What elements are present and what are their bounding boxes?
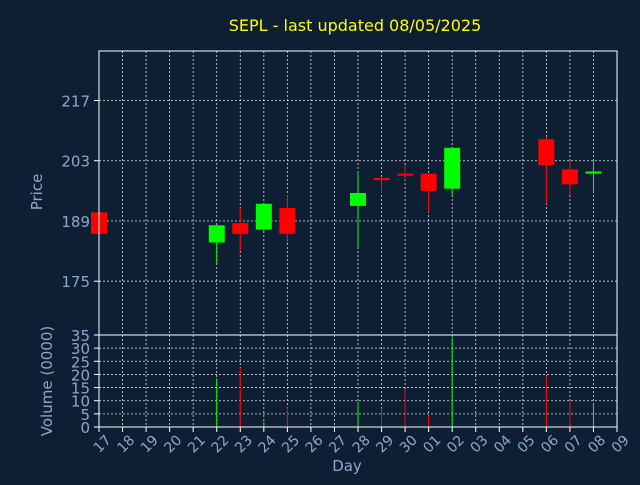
- candle-body: [420, 173, 437, 191]
- price-panel: 175 189 203 217: [61, 50, 618, 336]
- price-tick-label: 189: [61, 213, 90, 231]
- candle-body: [538, 139, 555, 166]
- volume-tick-label: 10: [71, 393, 90, 411]
- x-tick-label: 29: [373, 432, 397, 456]
- volume-tick-label: 30: [71, 340, 90, 358]
- volume-tick-label: 20: [71, 366, 90, 384]
- x-tick-label: 18: [114, 432, 138, 456]
- x-tick-label: 07: [562, 432, 586, 456]
- x-tick-label: 21: [185, 432, 209, 456]
- x-tick-label: 27: [326, 432, 350, 456]
- price-tick-label: 217: [61, 92, 90, 110]
- volume-tick-label: 5: [80, 406, 90, 424]
- x-tick-label: 04: [491, 432, 515, 456]
- price-tick-label: 203: [61, 153, 90, 171]
- x-tick-label: 26: [303, 432, 327, 456]
- x-tick-label: 24: [256, 432, 280, 456]
- x-tick-label: 22: [209, 432, 233, 456]
- candle-body: [350, 193, 366, 206]
- candle-body: [232, 223, 249, 234]
- price-axis-label: Price: [28, 174, 46, 211]
- price-tick-label: 175: [61, 273, 90, 291]
- x-tick-label: 20: [161, 432, 185, 456]
- candle-body: [255, 203, 272, 230]
- candle-body: [561, 169, 578, 185]
- candle-body: [585, 171, 602, 174]
- candle-body: [397, 173, 414, 176]
- x-tick-label: 01: [420, 432, 444, 456]
- x-tick-label: 03: [468, 432, 492, 456]
- x-axis-label: Day: [332, 457, 362, 475]
- chart-title: SEPL - last updated 08/05/2025: [229, 16, 482, 35]
- x-tick-label: 23: [232, 432, 256, 456]
- candle-body: [279, 208, 296, 234]
- volume-tick-label: 35: [71, 327, 90, 345]
- candle-body: [373, 177, 390, 181]
- x-tick-label: 25: [279, 432, 303, 456]
- candle-body: [444, 147, 461, 189]
- volume-tick-label: 25: [71, 353, 90, 371]
- x-tick-label: 28: [350, 432, 374, 456]
- volume-axis-label: Volume (0000): [38, 326, 56, 436]
- candle-body: [208, 225, 225, 243]
- x-tick-label: 09: [609, 432, 633, 456]
- x-tick-label: 02: [444, 432, 468, 456]
- volume-tick-label: 15: [71, 380, 90, 398]
- volume-tick-label: 0: [80, 419, 90, 437]
- x-tick-label: 06: [538, 432, 562, 456]
- x-tick-label: 17: [91, 432, 115, 456]
- x-tick-label: 08: [585, 432, 609, 456]
- x-tick-label: 05: [515, 432, 539, 456]
- x-tick-label: 30: [397, 432, 421, 456]
- x-tick-label: 19: [138, 432, 162, 456]
